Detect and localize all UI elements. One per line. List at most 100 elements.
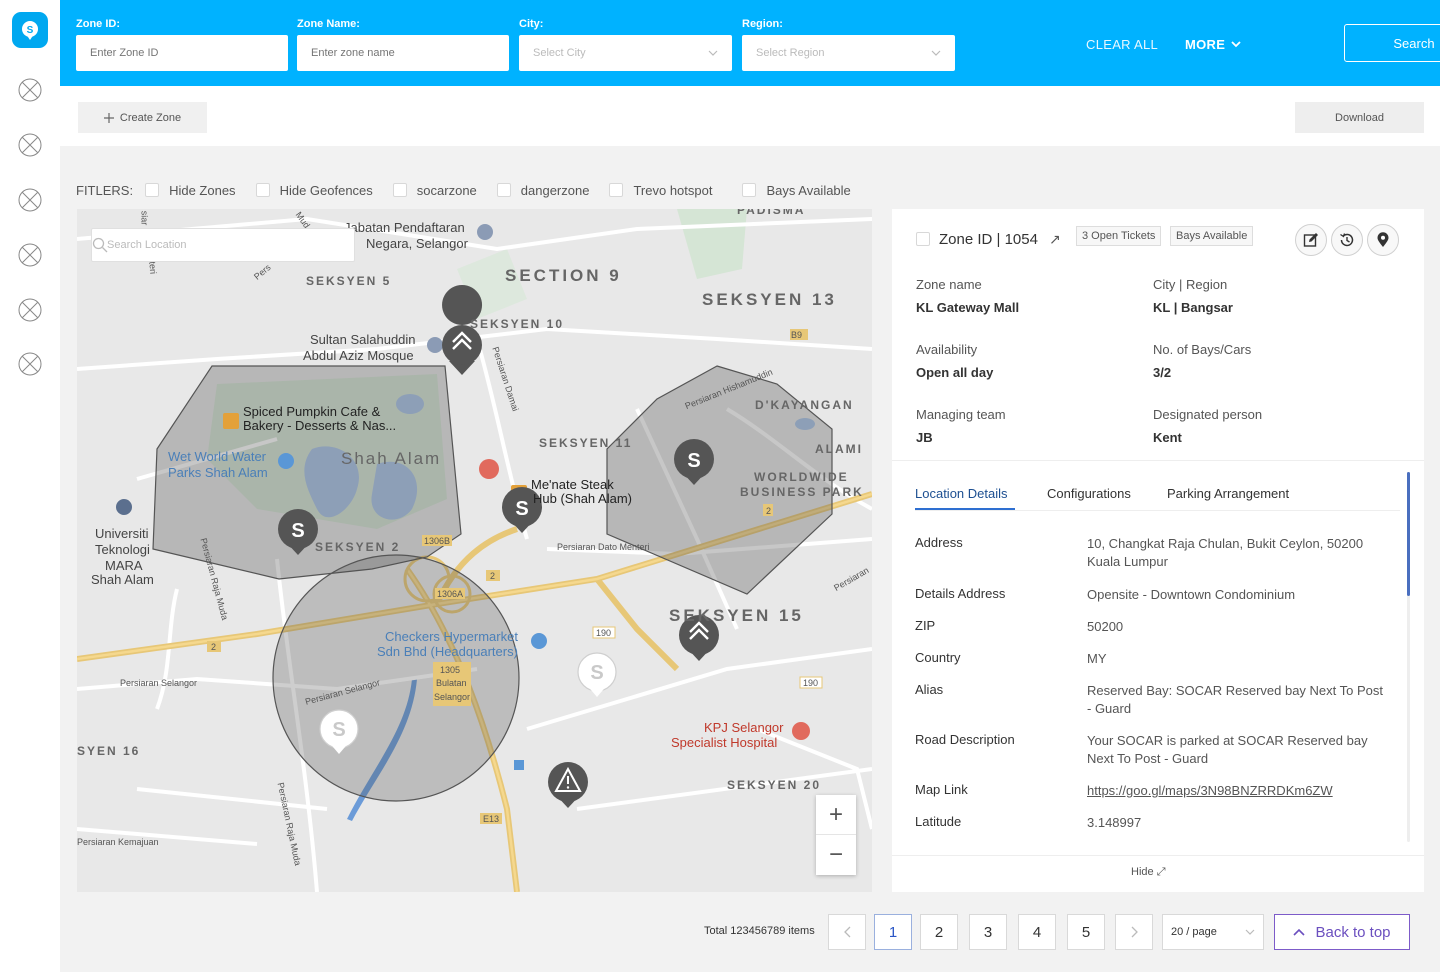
filter-dangerzone[interactable]: dangerzone	[496, 183, 589, 198]
zone-polygon-seksyen-13[interactable]	[606, 365, 833, 595]
bays-available-tag[interactable]: Bays Available	[1170, 226, 1254, 246]
trevo-hotspot-pin[interactable]	[679, 615, 719, 661]
download-button[interactable]: Download	[1295, 102, 1424, 133]
road-shield	[763, 504, 773, 516]
panel-header: Zone ID | 1054 ↗ 3 Open Tickets Bays Ava…	[892, 209, 1424, 269]
socar-zone-pin[interactable]	[502, 487, 542, 533]
info-value: Kent	[1153, 430, 1182, 445]
active-tab-indicator	[915, 508, 1015, 510]
checkbox[interactable]	[145, 183, 160, 197]
page-1[interactable]: 1	[874, 914, 912, 950]
hospital-icon[interactable]	[792, 722, 810, 740]
checkbox[interactable]	[742, 183, 757, 197]
page-size-select[interactable]: 20 / page	[1162, 914, 1264, 950]
tab-configurations[interactable]: Configurations	[1047, 486, 1131, 501]
map-canvas[interactable]: S S S S S	[77, 209, 872, 892]
area-label: WORLDWIDE	[754, 470, 849, 484]
available-bay-pin[interactable]	[577, 652, 617, 697]
collapse-icon: ⤢	[1156, 866, 1166, 878]
scroll-track[interactable]	[1407, 472, 1410, 842]
location-button[interactable]	[1367, 224, 1399, 256]
socar-zone-pin[interactable]	[278, 509, 318, 555]
trevo-glyph	[452, 331, 709, 640]
area-label: ALAMI	[815, 442, 863, 456]
more-filters-toggle[interactable]: MORE	[1185, 37, 1241, 52]
page-2[interactable]: 2	[920, 914, 958, 950]
page-4[interactable]: 4	[1018, 914, 1056, 950]
road-shield	[480, 813, 502, 824]
page-5[interactable]: 5	[1067, 914, 1105, 950]
clear-all-link[interactable]: CLEAR ALL	[1086, 37, 1159, 52]
available-bay-pin[interactable]	[319, 709, 359, 754]
page-3[interactable]: 3	[969, 914, 1007, 950]
city-select-value: Select City	[533, 47, 586, 59]
school-icon[interactable]	[116, 499, 132, 515]
nav-placeholder-icon[interactable]	[18, 78, 42, 102]
detail-value: Your SOCAR is parked at SOCAR Reserved b…	[1087, 733, 1368, 766]
scrollbar-thumb[interactable]	[1407, 472, 1410, 596]
city-select[interactable]: Select City	[519, 35, 732, 71]
map-link[interactable]: https://goo.gl/maps/3N98BNZRRDKm6ZW	[1087, 783, 1333, 798]
search-button[interactable]: Search	[1344, 24, 1440, 62]
prev-page-button[interactable]	[828, 914, 866, 950]
government-office-icon[interactable]	[477, 224, 493, 240]
hide-panel-button[interactable]: Hide ⤢	[1131, 866, 1166, 879]
select-zone-checkbox[interactable]	[916, 232, 930, 246]
filter-bays-available[interactable]: Bays Available	[742, 183, 851, 198]
zoom-in-button[interactable]: +	[816, 795, 856, 835]
create-zone-button[interactable]: Create Zone	[78, 102, 207, 133]
tab-parking-arrangement[interactable]: Parking Arrangement	[1167, 486, 1290, 501]
info-value: KL Gateway Mall	[916, 300, 1020, 315]
checkbox[interactable]	[392, 183, 407, 197]
history-button[interactable]	[1331, 224, 1363, 256]
nav-placeholder-icon[interactable]	[18, 188, 42, 212]
area-label: SEKSYEN 11	[539, 436, 633, 450]
transit-icon[interactable]	[514, 760, 524, 770]
nav-placeholder-icon[interactable]	[18, 352, 42, 376]
mosque-icon[interactable]	[427, 337, 443, 353]
checkbox[interactable]	[255, 183, 270, 197]
checkbox[interactable]	[496, 183, 511, 197]
nav-placeholder-icon[interactable]	[18, 298, 42, 322]
road-label: B9	[791, 330, 803, 340]
filter-socarzone[interactable]: socarzone	[392, 183, 477, 198]
back-to-top-button[interactable]: Back to top	[1274, 914, 1410, 950]
hospital-icon[interactable]	[479, 459, 499, 479]
socar-zone-pin[interactable]	[442, 285, 483, 375]
next-page-button[interactable]	[1115, 914, 1153, 950]
filter-label: Hide Zones	[169, 182, 236, 198]
filter-trevo-hotspot[interactable]: Trevo hotspot	[609, 183, 712, 198]
shopping-icon[interactable]	[531, 633, 547, 649]
filter-hide-zones[interactable]: Hide Zones	[145, 182, 236, 198]
zone-map[interactable]: S S S S S PADISMA SECTION 9 SEKSYEN 13 S…	[77, 209, 872, 892]
open-tickets-tag[interactable]: 3 Open Tickets	[1076, 226, 1162, 246]
search-header: Zone ID: Zone Name: City: Select City Re…	[60, 0, 1440, 86]
zone-id-input[interactable]	[76, 35, 288, 71]
restaurant-icon[interactable]	[223, 413, 239, 429]
road-shield	[799, 676, 823, 689]
edit-button[interactable]	[1295, 224, 1327, 256]
region-select[interactable]: Select Region	[742, 35, 955, 71]
area-label: BUSINESS PARK	[740, 485, 864, 499]
lake	[396, 394, 424, 414]
detail-key: ZIP	[915, 618, 936, 633]
filter-hide-geofences[interactable]: Hide Geofences	[255, 183, 373, 198]
zone-name-input[interactable]	[297, 35, 509, 71]
divider	[892, 460, 1424, 461]
socar-zone-pin[interactable]	[674, 439, 714, 485]
checkbox[interactable]	[609, 183, 624, 197]
filters-label: FITLERS:	[76, 182, 134, 198]
search-icon[interactable]	[92, 237, 108, 253]
chevron-up-icon	[1293, 928, 1306, 936]
nav-placeholder-icon[interactable]	[18, 133, 42, 157]
nav-placeholder-icon[interactable]	[18, 243, 42, 267]
socar-logo-icon[interactable]: S	[12, 12, 48, 48]
tab-location-details[interactable]: Location Details	[915, 486, 1008, 501]
park-area	[677, 209, 747, 279]
map-search-input[interactable]: Search Location	[91, 228, 355, 262]
tab-bar-line	[915, 510, 1400, 511]
zone-circle-seksyen-2[interactable]	[272, 554, 520, 802]
zoom-out-button[interactable]: −	[828, 841, 843, 868]
park-icon[interactable]	[278, 453, 294, 469]
external-link-icon[interactable]: ↗	[1049, 231, 1061, 247]
